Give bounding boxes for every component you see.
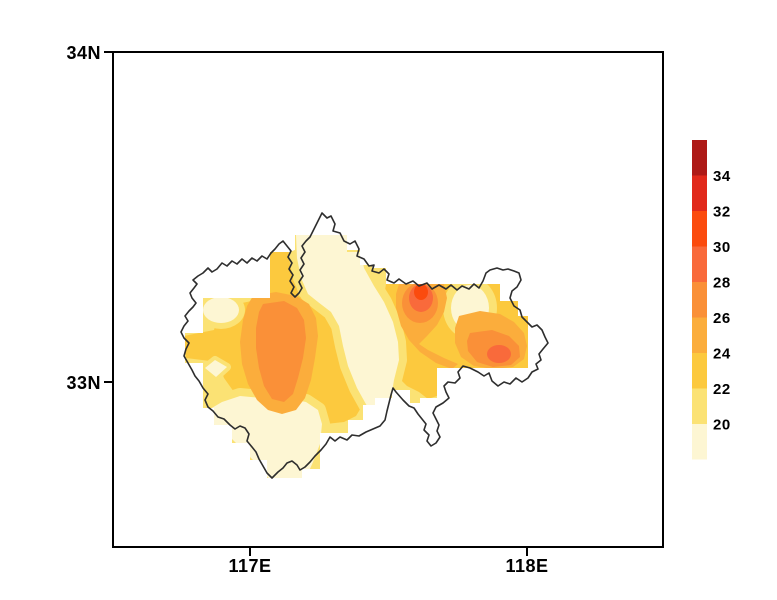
contour-28-30-east-kernel bbox=[487, 345, 511, 363]
contour-lt20-west-patch bbox=[203, 297, 239, 323]
colorbar-label-32: 32 bbox=[713, 204, 731, 221]
colorbar-label-30: 30 bbox=[713, 239, 731, 256]
colorbar-segment-26-28 bbox=[692, 282, 707, 318]
contour-fill-layer bbox=[185, 235, 528, 478]
colorbar-label-28: 28 bbox=[713, 275, 731, 292]
contour-30-32-north-spot-kernel bbox=[414, 284, 428, 300]
plot-frame bbox=[112, 51, 664, 548]
colorbar-segment-30-32 bbox=[692, 211, 707, 247]
y-tick-label-34n: 34N bbox=[66, 43, 101, 63]
colorbar: 34 32 30 28 26 24 22 20 bbox=[692, 140, 731, 460]
colorbar-segment-gt34 bbox=[692, 140, 707, 176]
colorbar-label-34: 34 bbox=[713, 168, 731, 185]
contour-lt20-center-snake bbox=[296, 235, 399, 406]
colorbar-segment-28-30 bbox=[692, 246, 707, 282]
colorbar-segment-20-22 bbox=[692, 388, 707, 424]
colorbar-label-24: 24 bbox=[713, 346, 731, 363]
y-tick-label-33n: 33N bbox=[66, 373, 101, 393]
colorbar-label-26: 26 bbox=[713, 310, 731, 327]
colorbar-label-22: 22 bbox=[713, 381, 731, 398]
map-boundary-outline bbox=[180, 212, 549, 479]
colorbar-label-20: 20 bbox=[713, 417, 731, 434]
x-tick-label-117e: 117E bbox=[228, 556, 271, 576]
colorbar-segment-22-24 bbox=[692, 353, 707, 389]
x-tick-label-118e: 118E bbox=[505, 556, 548, 576]
contour-lt20-west-small-patch bbox=[205, 360, 227, 377]
contour-lt20-south bbox=[205, 396, 322, 478]
colorbar-segment-24-26 bbox=[692, 317, 707, 353]
contour-26-28-west-core bbox=[256, 301, 306, 402]
colorbar-segment-lt20 bbox=[692, 424, 707, 460]
colorbar-segment-32-34 bbox=[692, 175, 707, 211]
